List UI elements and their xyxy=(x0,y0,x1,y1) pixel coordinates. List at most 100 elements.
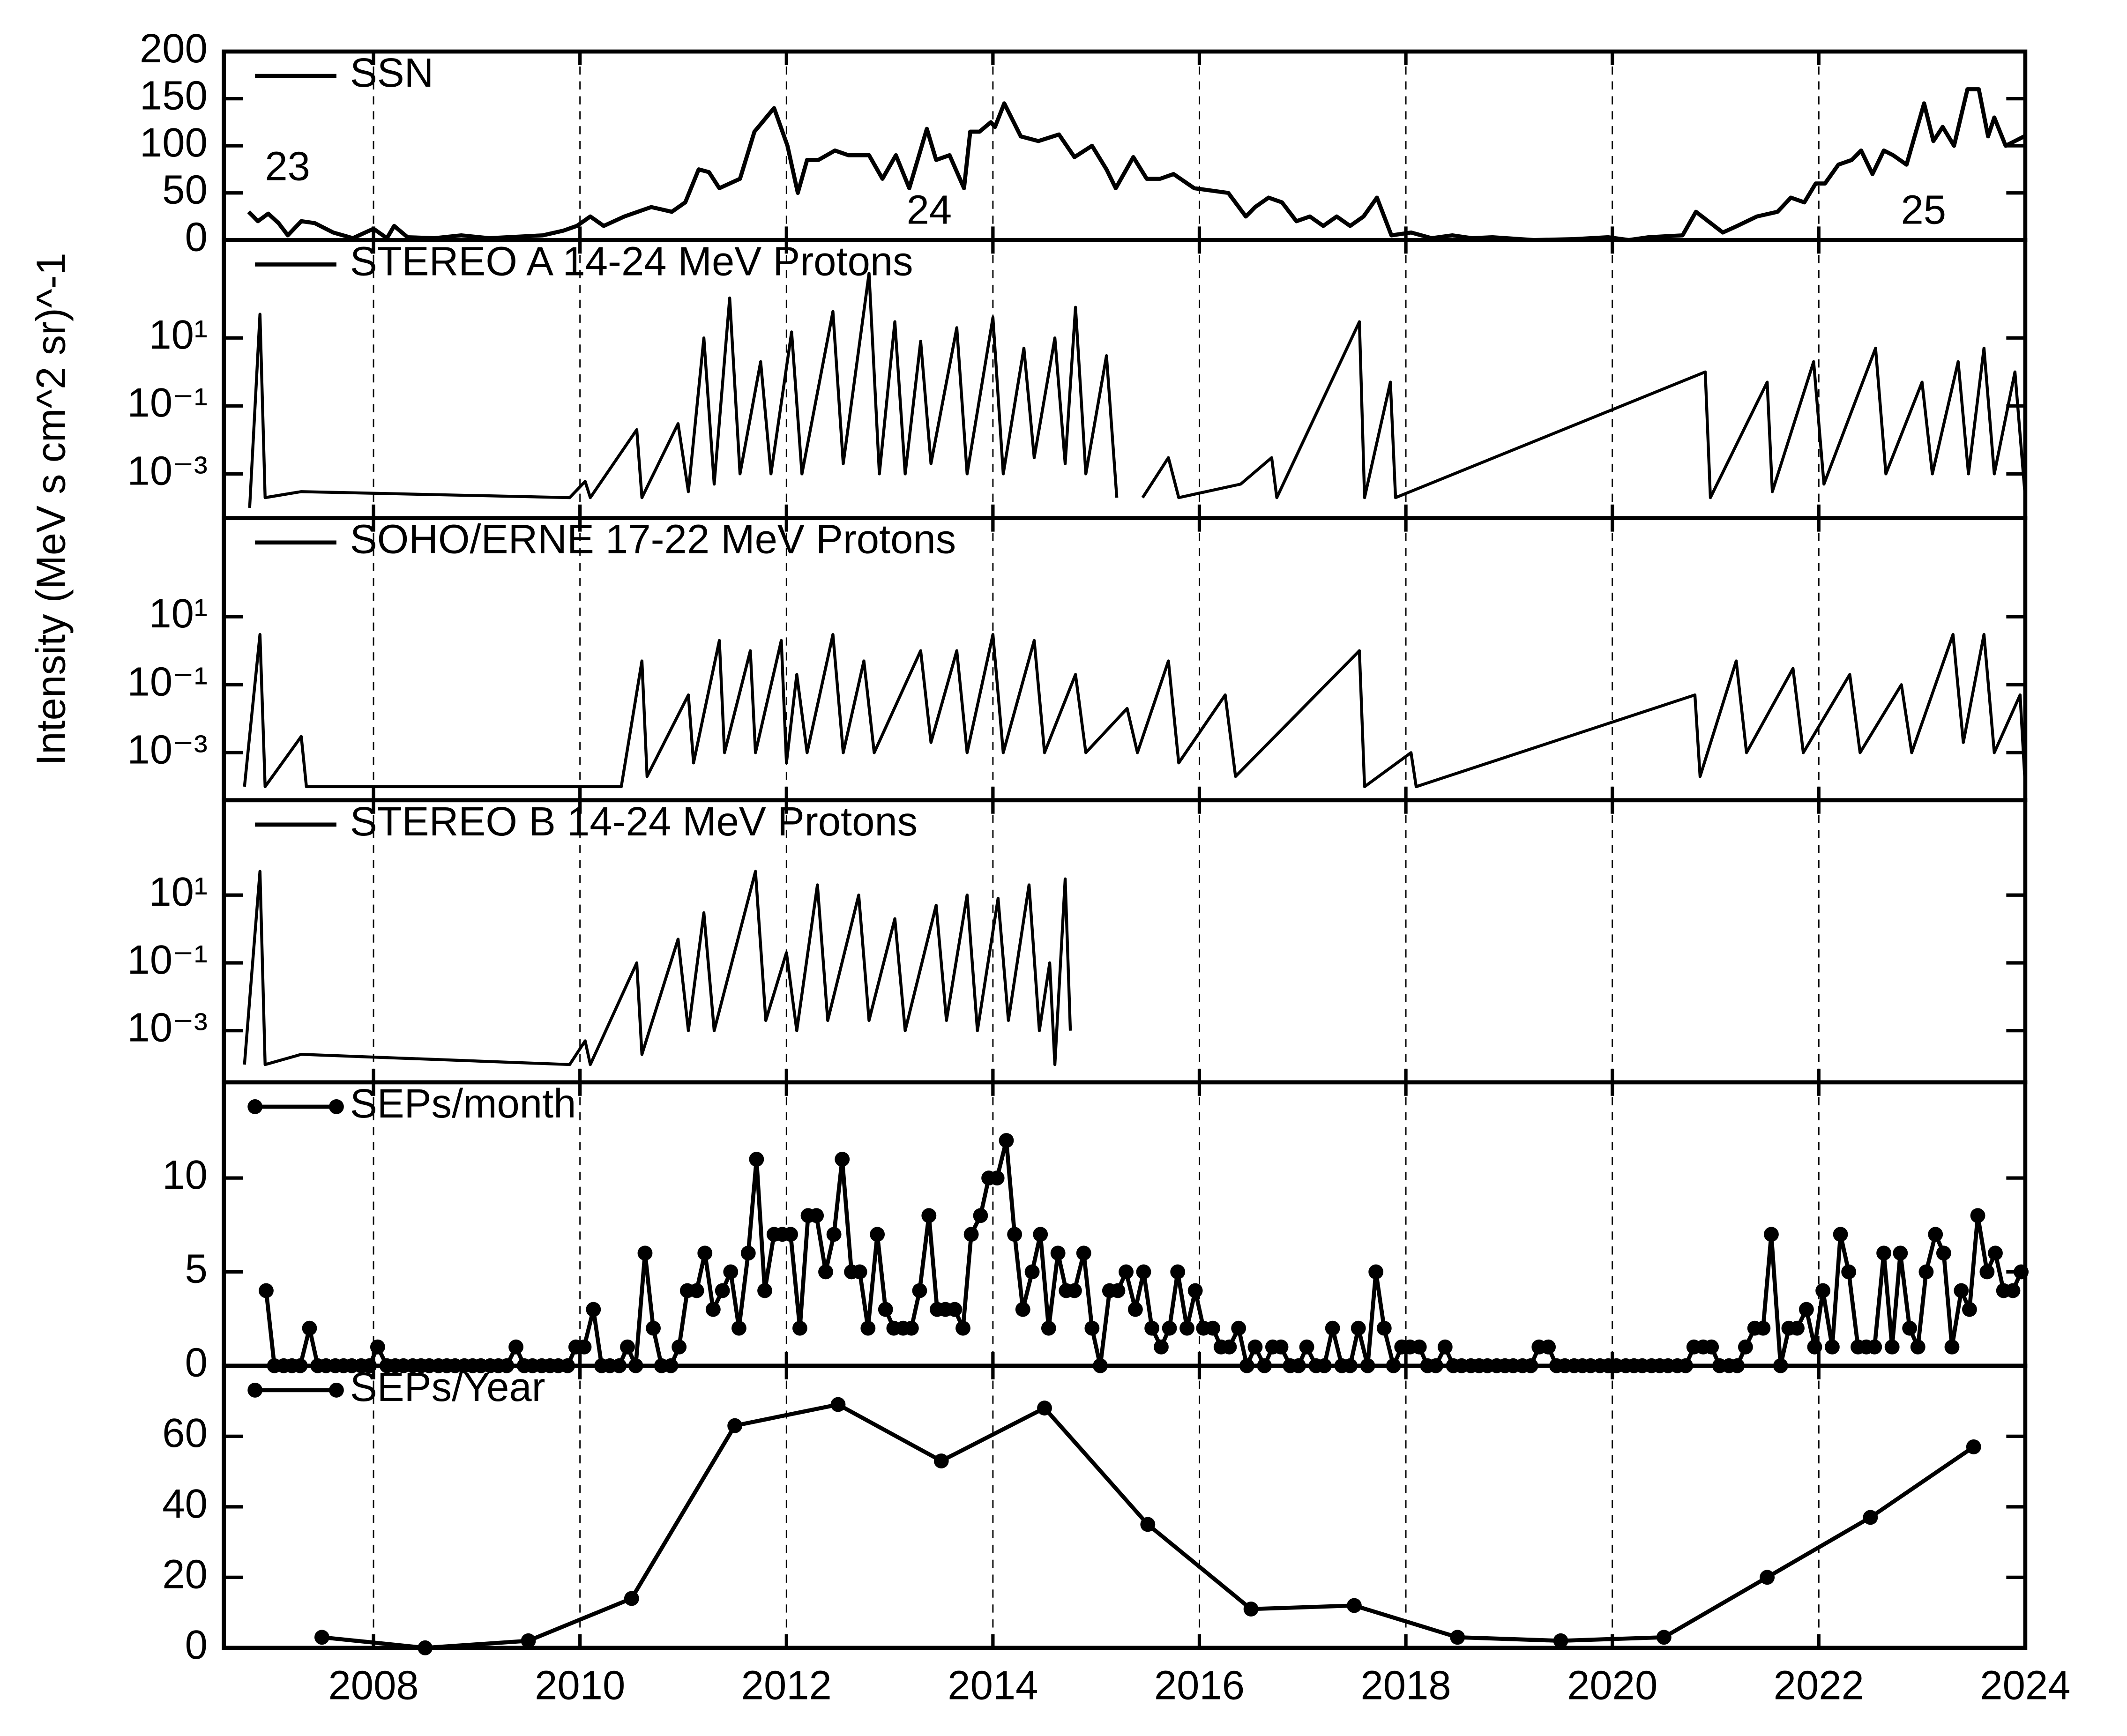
y-tick-label: 0 xyxy=(185,1622,208,1668)
data-point xyxy=(1738,1339,1753,1355)
data-point xyxy=(1325,1320,1340,1336)
data-point xyxy=(1764,1227,1779,1242)
x-tick-label: 2012 xyxy=(741,1663,832,1708)
panel-frame xyxy=(222,49,2028,242)
plot-area xyxy=(247,87,2025,240)
data-point xyxy=(1799,1302,1814,1317)
data-point xyxy=(1205,1320,1221,1336)
data-point xyxy=(1656,1630,1672,1645)
data-point xyxy=(963,1227,979,1242)
data-point xyxy=(1041,1320,1056,1336)
data-point xyxy=(624,1591,639,1606)
plot-area xyxy=(243,633,2025,789)
y-tick-label: 200 xyxy=(140,26,208,71)
data-point xyxy=(705,1302,721,1317)
data-point xyxy=(1110,1283,1126,1298)
data-point xyxy=(1966,1439,1981,1454)
data-point xyxy=(521,1633,536,1648)
data-point xyxy=(1037,1401,1052,1416)
data-point xyxy=(1884,1339,1900,1355)
data-point xyxy=(1179,1320,1194,1336)
x-tick-label: 2020 xyxy=(1567,1663,1657,1708)
series-line xyxy=(247,87,2025,240)
y-tick-label: 20 xyxy=(162,1551,208,1597)
data-point xyxy=(672,1339,687,1355)
x-tick-label: 2018 xyxy=(1360,1663,1451,1708)
y-tick-label: 0 xyxy=(185,214,208,260)
data-point xyxy=(1876,1245,1892,1261)
y-tick-label: 150 xyxy=(140,73,208,119)
data-point xyxy=(259,1283,274,1298)
data-point xyxy=(1962,1302,1977,1317)
x-tick-label: 2014 xyxy=(948,1663,1038,1708)
data-point xyxy=(1067,1283,1082,1298)
data-point xyxy=(620,1339,635,1355)
data-point xyxy=(860,1320,876,1336)
data-point xyxy=(1170,1264,1186,1280)
y-tick-label: 10⁻¹ xyxy=(127,380,208,425)
data-point xyxy=(1273,1339,1289,1355)
data-point xyxy=(1704,1339,1719,1355)
legend-marker xyxy=(247,1382,263,1398)
data-point xyxy=(1119,1264,1134,1280)
x-tick-label: 2010 xyxy=(535,1663,625,1708)
legend-marker xyxy=(328,1382,344,1398)
data-point xyxy=(1024,1264,1040,1280)
data-point xyxy=(1154,1339,1169,1355)
y-tick-label: 0 xyxy=(185,1340,208,1386)
data-point xyxy=(989,1170,1005,1186)
data-point xyxy=(1807,1339,1822,1355)
annotation: 25 xyxy=(1901,187,1946,232)
data-point xyxy=(715,1283,730,1298)
series-line xyxy=(243,633,2025,789)
data-point xyxy=(749,1152,764,1167)
data-point xyxy=(1970,1208,1985,1223)
data-point xyxy=(1841,1264,1857,1280)
data-point xyxy=(933,1453,949,1468)
data-point xyxy=(1007,1227,1022,1242)
legend-label: SOHO/ERNE 17-22 MeV Protons xyxy=(350,517,956,562)
data-point xyxy=(1140,1517,1156,1532)
data-point xyxy=(1760,1570,1775,1585)
y-tick-label: 40 xyxy=(162,1481,208,1527)
data-point xyxy=(1015,1302,1030,1317)
y-tick-label: 10⁻¹ xyxy=(127,659,208,704)
data-point xyxy=(912,1283,927,1298)
y-tick-label: 100 xyxy=(140,120,208,165)
data-point xyxy=(1902,1320,1918,1336)
data-point xyxy=(637,1245,653,1261)
annotation: 24 xyxy=(907,187,952,232)
data-point xyxy=(646,1320,661,1336)
data-point xyxy=(1437,1339,1453,1355)
data-point xyxy=(1144,1320,1160,1336)
data-point xyxy=(740,1245,756,1261)
data-point xyxy=(809,1208,824,1223)
data-point xyxy=(1988,1245,2003,1261)
data-point xyxy=(947,1302,963,1317)
data-point xyxy=(1084,1320,1100,1336)
y-tick-label: 5 xyxy=(185,1246,208,1291)
data-point xyxy=(1243,1602,1259,1617)
data-point xyxy=(1553,1633,1568,1648)
data-point xyxy=(955,1320,970,1336)
data-point xyxy=(1815,1283,1831,1298)
series-line xyxy=(248,272,2025,508)
data-point xyxy=(1351,1320,1366,1336)
data-point xyxy=(1076,1245,1091,1261)
plot-area xyxy=(259,1133,2029,1373)
data-point xyxy=(973,1208,988,1223)
data-point xyxy=(1231,1320,1246,1336)
data-point xyxy=(1450,1630,1465,1645)
plot-area xyxy=(243,870,1072,1066)
y-tick-label: 10⁻³ xyxy=(127,1005,208,1051)
data-point xyxy=(1944,1339,1960,1355)
legend-marker xyxy=(247,1099,263,1114)
x-tick-label: 2022 xyxy=(1774,1663,1864,1708)
data-point xyxy=(1136,1264,1151,1280)
data-point xyxy=(1222,1339,1237,1355)
data-point xyxy=(1541,1339,1556,1355)
data-point xyxy=(1833,1227,1848,1242)
data-point xyxy=(1825,1339,1840,1355)
data-point xyxy=(757,1283,772,1298)
